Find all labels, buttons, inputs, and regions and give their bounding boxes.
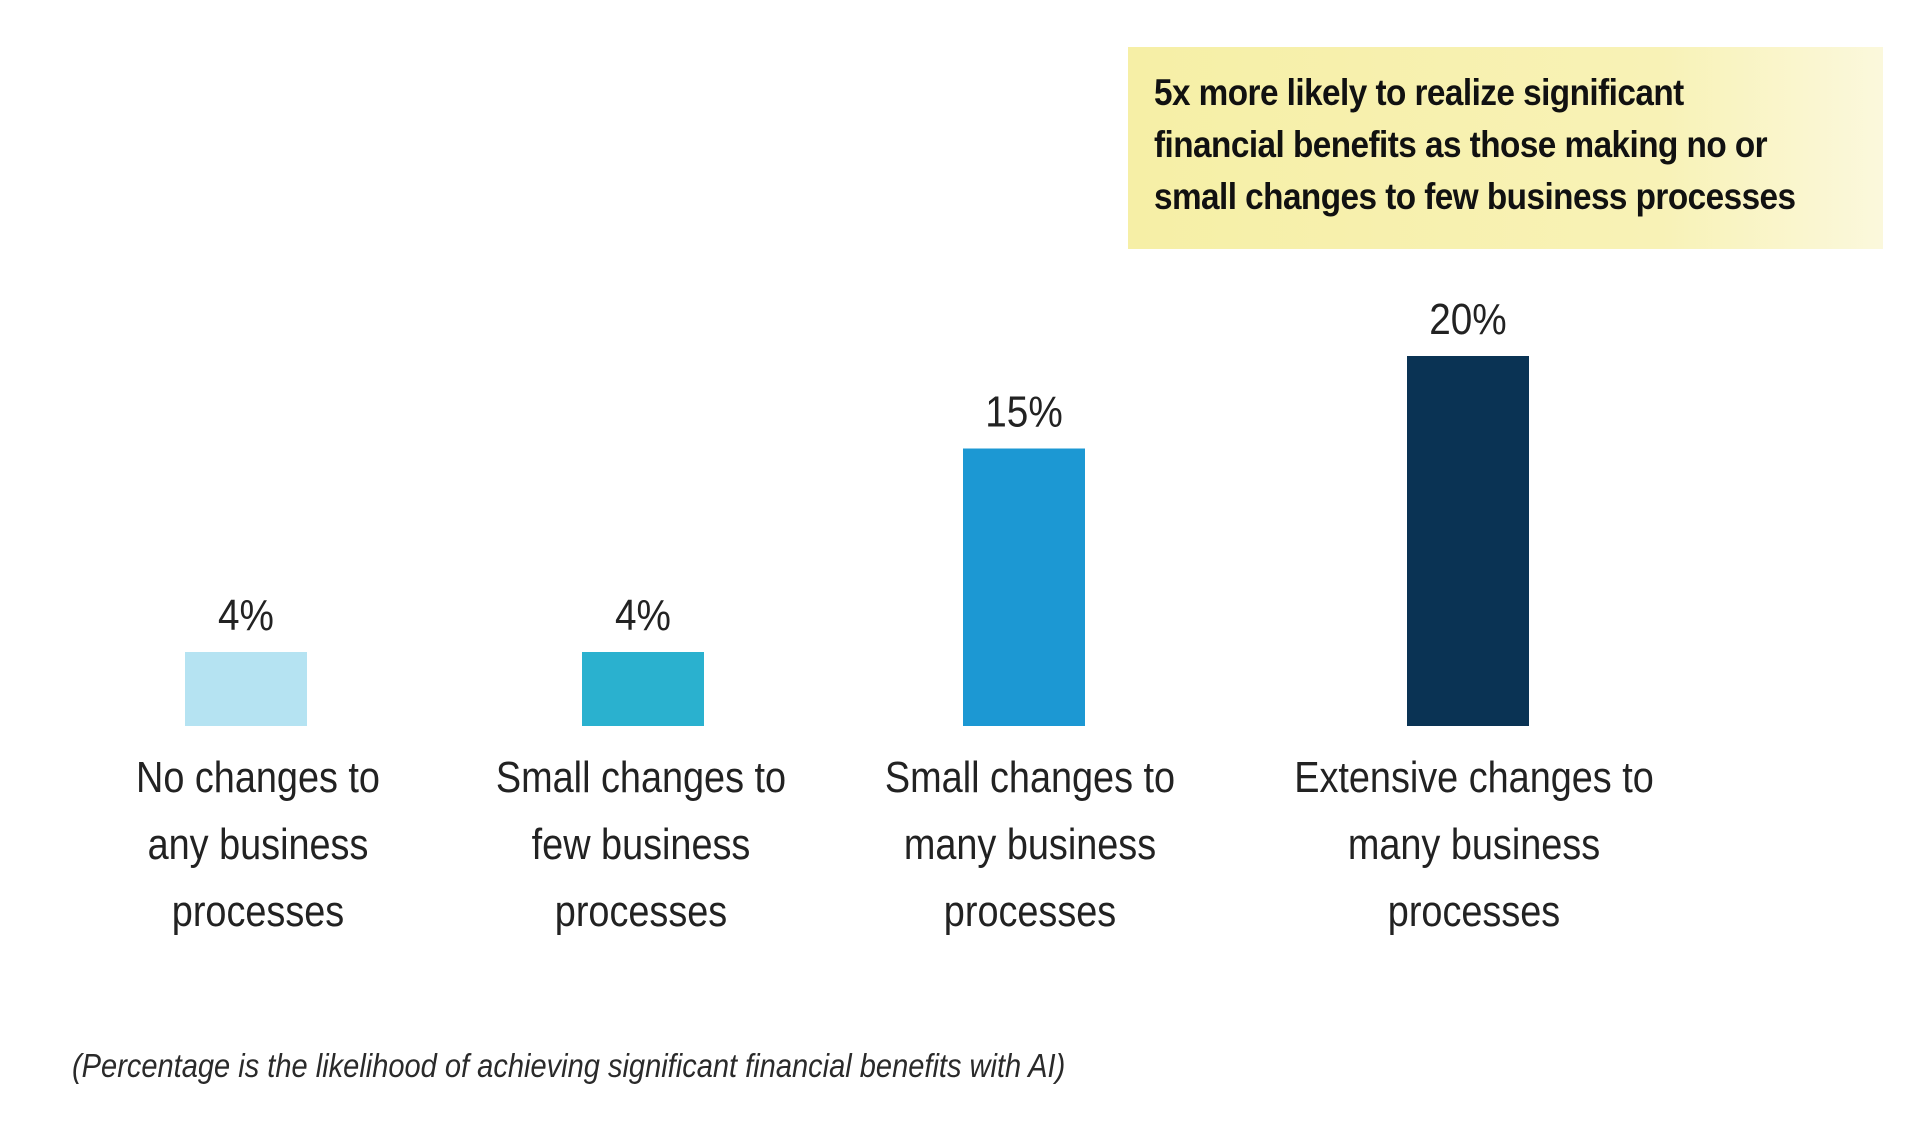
value-label-4: 20% [1429, 294, 1506, 344]
category-label-line: many business [904, 819, 1156, 868]
callout-text: 5x more likely to realize significant fi… [1154, 72, 1796, 217]
value-label-1: 4% [218, 590, 274, 640]
category-label-line: processes [555, 886, 727, 935]
category-label-line: No changes to [136, 752, 380, 801]
category-label-4: Extensive changes to many business process… [1294, 752, 1654, 935]
bar-1 [185, 652, 307, 726]
value-label-2: 4% [615, 590, 671, 640]
bar-2 [582, 652, 704, 726]
bar-3 [963, 448, 1085, 726]
callout-box: 5x more likely to realize significant fi… [1128, 47, 1883, 249]
value-label-3: 15% [985, 386, 1062, 436]
category-label-line: Extensive changes to [1294, 752, 1654, 801]
category-label-1: No changes to any business processes [136, 752, 380, 935]
category-label-line: many business [1348, 819, 1600, 868]
category-label-line: processes [944, 886, 1116, 935]
category-label-line: few business [532, 819, 751, 868]
category-label-2: Small changes to few business processes [496, 752, 786, 935]
category-label-line: Small changes to [496, 752, 786, 801]
bar-4 [1407, 356, 1529, 726]
category-label-line: processes [1388, 886, 1560, 935]
category-label-line: processes [172, 886, 344, 935]
category-label-3: Small changes to many business processes [885, 752, 1175, 935]
footnote: (Percentage is the likelihood of achievi… [72, 1047, 1066, 1084]
category-label-line: any business [148, 819, 369, 868]
category-label-line: Small changes to [885, 752, 1175, 801]
